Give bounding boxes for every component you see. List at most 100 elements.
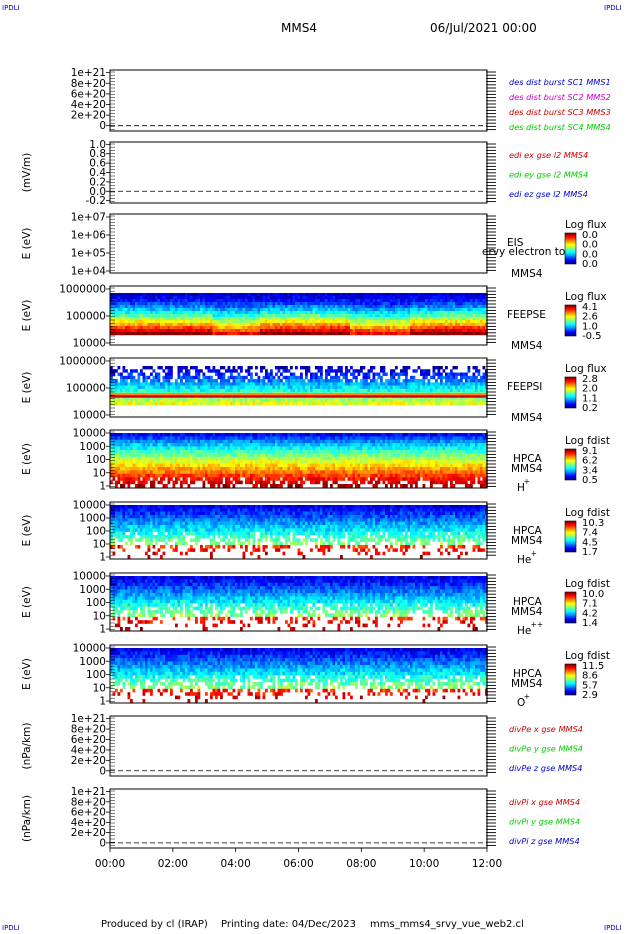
panel-6-colorbar [564, 448, 577, 481]
panel-4-colorbar-tick: 4.1 [582, 302, 598, 313]
corner-label-bottom-left: IPDLI [2, 924, 20, 932]
panel-10-y-tick-label: 2e+20 [71, 755, 106, 767]
panel-7-y-tick-label: 10000 [73, 500, 106, 512]
panel-7-colorbar-tick: 1.7 [582, 547, 598, 558]
panel-5-spacecraft-label: MMS4 [511, 412, 543, 424]
panel-10-frame [109, 715, 488, 777]
panel-6-instrument-label: HPCA [513, 453, 543, 465]
panel-5: 1000000 100000 10000 E (eV) FEEPSI MMS4 Log fl… [21, 356, 607, 425]
panel-4-instrument-label: FEEPSE [507, 309, 546, 321]
panel-2-y-tick-label: 0.2 [89, 176, 106, 188]
panel-3-colorbar-tick: 0.0 [582, 259, 598, 270]
panel-5-y-tick-label: 1000000 [59, 356, 106, 368]
panel-5-y-tick-label: 10000 [73, 410, 106, 422]
panel-7-colorbar-tick: 7.4 [582, 528, 598, 539]
panel-2: 1.00.80.60.40.20.0-0.2 (mV/m) edi ex gse l… [21, 139, 588, 207]
panel-3-background [110, 214, 487, 273]
panel-2-y-tick-label: 0.6 [89, 158, 106, 170]
panel-7-colorbar-label: Log fdist [565, 507, 610, 519]
panel-9-colorbar-tick: 2.9 [582, 690, 598, 701]
panel-11-y-tick-label: 8e+20 [71, 796, 106, 808]
panel-5-colorbar [564, 376, 577, 409]
panel-6-colorbar-tick: 3.4 [582, 465, 598, 476]
panel-5-colorbar-tick: 2.0 [582, 384, 598, 395]
panel-11-y-tick-label: 6e+20 [71, 807, 106, 819]
panel-2-y-tick-label: -0.2 [86, 195, 107, 207]
panel-1-y-tick-label: 2e+20 [71, 110, 106, 122]
legend-entry-11-1: divPi x gse MMS4 [509, 797, 580, 807]
legend-entry-1-1: des dist burst SC1 MMS1 [509, 77, 611, 87]
panel-1-background [110, 70, 487, 131]
panel-5-colorbar-label: Log flux [565, 363, 607, 375]
panel-9-y-tick-label: 10000 [73, 643, 106, 655]
legend-entry-10-3: divPe z gse MMS4 [509, 763, 582, 773]
corner-label-top-right: IPDLI [604, 4, 622, 12]
legend-entry-2-1: edi ex gse l2 MMS4 [509, 150, 588, 160]
panel-11-y-tick-label: 1e+21 [71, 786, 106, 798]
panel-9-spacecraft-label: MMS4 [511, 678, 543, 690]
panel-2-frame [109, 141, 488, 204]
panel-7-colorbar-tick: 4.5 [582, 537, 598, 548]
panel-4-colorbar [564, 304, 577, 337]
x-tick-label: 08:00 [346, 858, 376, 870]
panel-10-y-axis-label: (nPa/km) [21, 723, 33, 770]
panel-7-y-tick-label: 1000 [79, 513, 106, 525]
panel-9-colorbar-tick: 11.5 [582, 661, 604, 672]
panel-8-colorbar-tick: 4.2 [582, 608, 598, 619]
panel-11-y-tick-label: 2e+20 [71, 827, 106, 839]
panel-8-colorbar [564, 591, 577, 624]
panel-3-colorbar-label: Log flux [565, 219, 607, 231]
panel-6-colorbar-label: Log fdist [565, 435, 610, 447]
panel-9-frame [109, 644, 488, 704]
x-tick-label: 02:00 [158, 858, 188, 870]
panel-8-y-tick-label: 1000 [79, 584, 106, 596]
panel-3: 1e+07 1e+06 1e+05 1e+04 E (eV) EIS MMS4 ervy el… [21, 212, 607, 281]
x-tick-label: 04:00 [221, 858, 251, 870]
panel-9-y-tick-label: 1 [99, 696, 106, 708]
corner-label-top-left: IPDLI [2, 4, 20, 12]
x-tick-label: 00:00 [95, 858, 125, 870]
panel-4-y-tick-label: 100000 [66, 311, 106, 323]
legend-entry-1-3: des dist burst SC3 MMS3 [509, 107, 611, 117]
panel-6-colorbar-tick: 0.5 [582, 475, 598, 486]
panel-7-y-tick-label: 10 [93, 539, 106, 551]
panel-1-y-tick-label: 4e+20 [71, 99, 106, 111]
panel-3-y-tick-label: 1e+07 [71, 212, 106, 224]
panel-3-y-tick-label: 1e+06 [71, 230, 107, 242]
panel-9-colorbar [564, 663, 577, 696]
panel-2-y-tick-label: 0.0 [89, 186, 106, 198]
panel-11-y-axis-label: (nPa/km) [21, 795, 33, 842]
panel-3-instrument-label: EIS [507, 237, 524, 249]
legend-entry-1-2: des dist burst SC2 MMS2 [509, 92, 611, 102]
panel-3-y-tick-label: 1e+04 [71, 266, 107, 278]
legend-entry-11-3: divPi z gse MMS4 [509, 836, 580, 846]
header-spacecraft: MMS4 [281, 21, 317, 35]
panel-7-y-tick-label: 1 [99, 552, 106, 564]
panel-6-y-tick-label: 10 [93, 467, 106, 479]
footer-producer: Produced by cl (IRAP) [101, 919, 208, 930]
panel-10-background [110, 716, 487, 776]
panel-8-species-label: He [517, 625, 531, 637]
panel-8-y-tick-label: 100 [86, 597, 106, 609]
legend-entry-11-2: divPi y gse MMS4 [509, 817, 580, 827]
panel-5-y-axis-label: E (eV) [21, 372, 33, 404]
panel-5-colorbar-tick: 2.8 [582, 374, 598, 385]
panel-7-frame [109, 501, 488, 560]
panel-6-species-label: H [517, 482, 525, 494]
panel-8-colorbar-tick: 10.0 [582, 589, 604, 600]
panel-7-instrument-label: HPCA [513, 525, 543, 537]
panel-8-spacecraft-label: MMS4 [511, 606, 543, 618]
panel-1-y-tick-label: 1e+21 [71, 67, 106, 79]
panel-1-frame [109, 69, 488, 132]
panel-4-y-tick-label: 10000 [73, 338, 106, 350]
legend-entry-10-2: divPe y gse MMS4 [509, 744, 583, 754]
panel-3-colorbar-tick: 0.0 [582, 240, 598, 251]
panel-3-frame [109, 213, 488, 274]
panel-9-instrument-label: HPCA [513, 668, 543, 680]
panel-2-y-tick-label: 1.0 [89, 139, 106, 151]
panel-3-y-axis-label: E (eV) [21, 228, 33, 260]
